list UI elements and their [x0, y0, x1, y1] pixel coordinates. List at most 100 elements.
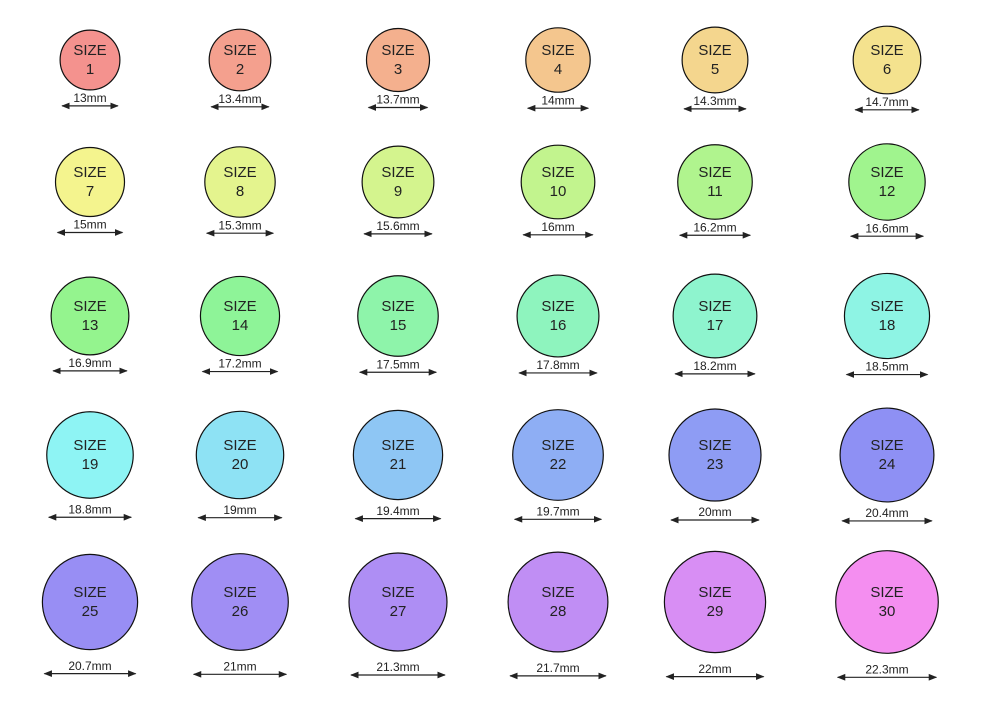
size-label: SIZE — [381, 584, 414, 601]
size-number: 18 — [879, 317, 896, 334]
size-label: SIZE — [541, 298, 574, 315]
ring-circle — [835, 550, 939, 654]
size-number: 12 — [879, 183, 896, 200]
size-label: SIZE — [541, 584, 574, 601]
ring-circle — [525, 27, 591, 93]
ring-circle — [677, 144, 753, 220]
ring-circle — [59, 29, 121, 91]
ring-circle — [195, 410, 285, 500]
size-label: SIZE — [870, 584, 903, 601]
diameter-label: 15mm — [73, 218, 106, 232]
diameter-label: 16mm — [541, 220, 574, 234]
ring-circle — [41, 553, 139, 651]
size-number: 23 — [707, 456, 724, 473]
diameter-label: 17.5mm — [376, 357, 419, 371]
size-label: SIZE — [381, 298, 414, 315]
ring-circle — [365, 27, 431, 93]
diameter-label: 16.9mm — [68, 356, 111, 370]
size-number: 21 — [390, 456, 407, 473]
ring-circle — [507, 551, 609, 653]
diameter-label: 17.8mm — [536, 358, 579, 372]
size-label: SIZE — [698, 164, 731, 181]
size-label: SIZE — [698, 298, 731, 315]
size-number: 10 — [550, 183, 567, 200]
size-label: SIZE — [223, 437, 256, 454]
ring-circle — [46, 411, 134, 499]
diameter-label: 14.7mm — [865, 95, 908, 109]
size-number: 19 — [82, 456, 99, 473]
ring-circle — [199, 275, 281, 357]
diameter-label: 14.3mm — [693, 94, 736, 108]
ring-circle — [208, 28, 272, 92]
diameter-label: 14mm — [541, 93, 574, 107]
size-number: 2 — [236, 61, 244, 78]
size-number: 15 — [390, 317, 407, 334]
size-label: SIZE — [698, 437, 731, 454]
size-label: SIZE — [381, 164, 414, 181]
diameter-label: 22.3mm — [865, 662, 908, 676]
diameter-label: 22mm — [698, 662, 731, 676]
ring-circle — [839, 407, 935, 503]
diameter-label: 18.8mm — [68, 502, 111, 516]
size-number: 16 — [550, 317, 567, 334]
diameter-label: 19.7mm — [536, 504, 579, 518]
diameter-label: 19.4mm — [376, 504, 419, 518]
diameter-label: 13mm — [73, 91, 106, 105]
ring-circle — [681, 26, 749, 94]
diameter-label: 19mm — [223, 503, 256, 517]
ring-circle — [191, 553, 289, 651]
size-label: SIZE — [223, 42, 256, 59]
ring-circle — [361, 145, 435, 219]
ring-circle — [357, 275, 439, 357]
diameter-label: 15.6mm — [376, 219, 419, 233]
size-label: SIZE — [870, 437, 903, 454]
size-number: 5 — [711, 61, 719, 78]
size-number: 25 — [82, 603, 99, 620]
diameter-label: 20.7mm — [68, 659, 111, 673]
diameter-label: 20.4mm — [865, 506, 908, 520]
ring-circle — [848, 143, 926, 221]
size-number: 22 — [550, 456, 567, 473]
diameter-label: 16.2mm — [693, 220, 736, 234]
diameter-label: 13.7mm — [376, 93, 419, 107]
diameter-label: 18.2mm — [693, 359, 736, 373]
size-number: 13 — [82, 317, 99, 334]
size-label: SIZE — [541, 437, 574, 454]
ring-circle — [204, 146, 276, 218]
ring-circle — [352, 409, 444, 501]
size-label: SIZE — [381, 437, 414, 454]
ring-circle — [50, 276, 130, 356]
size-number: 11 — [707, 183, 723, 200]
ring-circle — [348, 552, 448, 652]
size-label: SIZE — [223, 298, 256, 315]
size-number: 17 — [707, 317, 724, 334]
ring-circle — [512, 409, 604, 501]
diameter-label: 13.4mm — [218, 92, 261, 106]
size-label: SIZE — [541, 164, 574, 181]
size-number: 28 — [550, 603, 567, 620]
diameter-label: 20mm — [698, 505, 731, 519]
size-label: SIZE — [73, 437, 106, 454]
size-label: SIZE — [870, 42, 903, 59]
size-number: 29 — [707, 603, 724, 620]
size-number: 20 — [232, 456, 249, 473]
ring-circle — [672, 273, 758, 359]
ring-circle — [852, 25, 922, 95]
size-label: SIZE — [73, 42, 106, 59]
size-label: SIZE — [870, 298, 903, 315]
ring-circle — [520, 144, 596, 220]
size-number: 24 — [879, 456, 896, 473]
size-number: 3 — [394, 61, 402, 78]
size-number: 8 — [236, 183, 244, 200]
ring-circle — [668, 408, 762, 502]
size-number: 30 — [879, 603, 896, 620]
size-label: SIZE — [541, 42, 574, 59]
size-number: 9 — [394, 183, 402, 200]
ring-circle — [54, 146, 126, 218]
size-number: 26 — [232, 603, 249, 620]
diameter-label: 21.3mm — [376, 660, 419, 674]
size-label: SIZE — [73, 584, 106, 601]
size-label: SIZE — [73, 298, 106, 315]
diameter-label: 21.7mm — [536, 661, 579, 675]
